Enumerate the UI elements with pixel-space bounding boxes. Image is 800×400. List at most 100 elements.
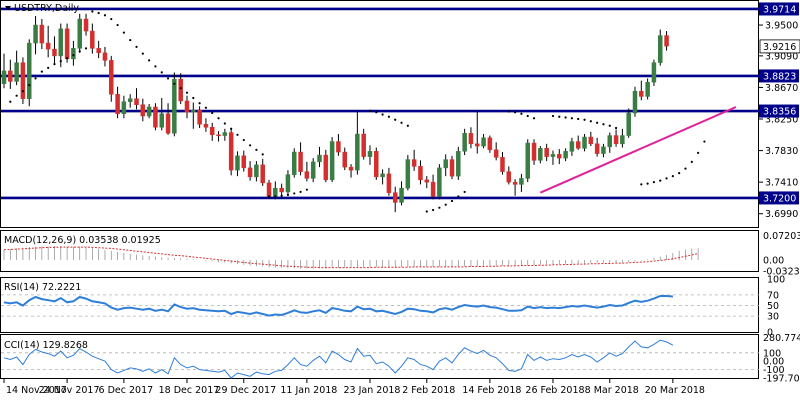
candle-up [317, 154, 322, 163]
candle-down [506, 171, 512, 183]
psar-dot [267, 195, 271, 198]
psar-dot [21, 90, 25, 93]
candle-down [140, 104, 146, 117]
psar-dot [248, 144, 252, 147]
psar-dot [463, 190, 466, 194]
macd-signal-line [3, 246, 699, 269]
psar-dot [394, 118, 397, 121]
x-tick-label: 14 Feb 2018 [462, 385, 521, 396]
level-label: 3.8823 [763, 71, 796, 82]
candle-down [575, 141, 581, 149]
psar-dot [236, 133, 239, 136]
candle-down [64, 28, 70, 60]
psar-dot [614, 126, 618, 130]
level-label-box [759, 104, 799, 118]
psar-dot [368, 109, 372, 112]
macd-tick-label: 0.00 [763, 256, 784, 267]
symbol-label: USDTRY,Daily [14, 3, 79, 14]
psar-dot [255, 148, 258, 151]
candle-down [298, 151, 303, 172]
psar-dot [135, 45, 138, 48]
candle-up [367, 151, 373, 157]
level-label: 3.7200 [763, 193, 796, 204]
rsi-panel-frame [0, 277, 759, 333]
macd-panel-frame [0, 230, 759, 272]
candle-up [601, 146, 606, 154]
psar-dot [230, 127, 233, 130]
candle-down [109, 60, 114, 95]
candle-up [292, 151, 297, 175]
candle-down [392, 192, 398, 203]
price-tick-label: 3.7410 [765, 178, 798, 189]
cci-tick-label: 0.00 [763, 357, 784, 368]
candle-up [273, 187, 278, 197]
candle-up [645, 81, 650, 97]
candle-down [386, 173, 392, 193]
candle-up [563, 151, 568, 159]
candle-up [159, 113, 164, 128]
price-tick-label: 3.6990 [765, 209, 798, 220]
symbol-dropdown-icon[interactable] [5, 6, 11, 10]
psar-dot [217, 117, 220, 120]
psar-dot [261, 153, 264, 156]
psar-dot [438, 206, 441, 209]
psar-dot [185, 91, 189, 94]
psar-dot [659, 179, 662, 182]
psar-dot [690, 160, 693, 163]
macd-header: MACD(12,26,9) 0.03538 0.01925 [4, 235, 161, 246]
level-label-box [759, 2, 799, 16]
candle-down [165, 113, 171, 134]
candle-down [134, 98, 139, 105]
psar-dot [570, 117, 574, 120]
psar-dot [293, 192, 296, 195]
candle-up [651, 62, 657, 83]
rsi-tick-label: 100 [767, 275, 785, 286]
level-label-box [759, 69, 799, 83]
candle-up [582, 136, 587, 149]
candle-down [449, 159, 455, 177]
cci-header: CCI(14) 129.8268 [4, 340, 88, 351]
candle-up [254, 164, 259, 178]
candle-down [102, 52, 108, 61]
psar-dot [299, 190, 302, 194]
level-label: 3.9714 [763, 4, 796, 15]
x-tick-label: 2 Feb 2018 [402, 385, 455, 396]
rsi-tick-label: 50 [767, 301, 779, 312]
psar-dot [406, 124, 409, 127]
psar-dot [305, 188, 308, 191]
candle-up [285, 174, 291, 193]
psar-dot [34, 77, 37, 80]
psar-dot [211, 111, 214, 115]
psar-dot [40, 70, 43, 73]
psar-dot [564, 116, 567, 119]
psar-dot [640, 183, 643, 186]
psar-dot [532, 117, 536, 120]
psar-dot [78, 50, 81, 53]
candle-up [620, 135, 625, 145]
price-tick-label: 3.9090 [765, 51, 798, 62]
x-tick-label: 18 Dec 2017 [159, 385, 220, 396]
candle-down [266, 182, 272, 197]
psar-dot [671, 175, 674, 178]
psar-dot [129, 38, 132, 42]
candle-up [607, 135, 613, 148]
cci-tick-label: 280.7747 [763, 333, 800, 344]
candle-down [411, 159, 417, 167]
candle-down [115, 93, 120, 114]
psar-dot [154, 65, 157, 68]
candle-up [121, 101, 127, 114]
candle-down [96, 48, 101, 54]
psar-dot [425, 210, 428, 213]
candle-up [443, 159, 448, 169]
psar-dot [652, 181, 656, 184]
candle-down [475, 143, 480, 147]
x-tick-label: 23 Jan 2018 [344, 385, 401, 396]
candle-down [184, 100, 190, 113]
candle-up [310, 161, 316, 179]
candle-up [456, 151, 461, 177]
psar-dot [72, 54, 75, 57]
psar-dot [602, 123, 605, 126]
